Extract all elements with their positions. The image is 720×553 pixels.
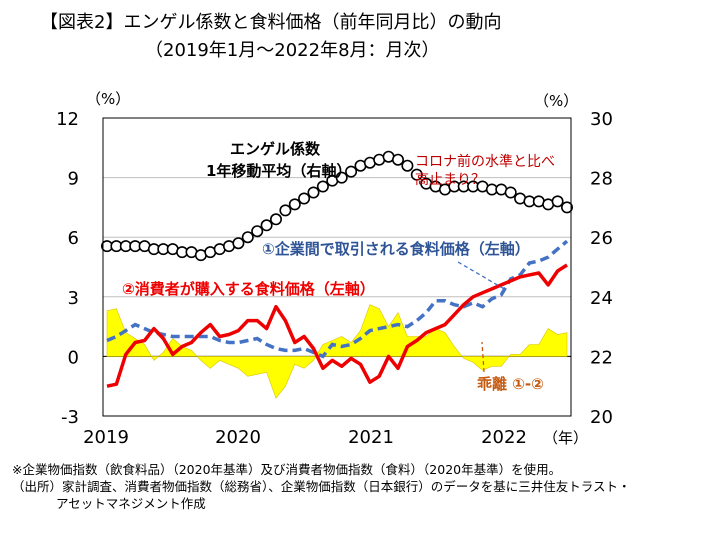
engel-point	[504, 186, 517, 199]
engel-point	[551, 195, 564, 208]
y-left-tick: 0	[68, 347, 79, 368]
y-left-tick: 3	[68, 288, 79, 309]
engel-point	[307, 186, 320, 199]
gap-area	[106, 304, 568, 399]
engel-point	[241, 231, 254, 244]
corona-annotation: 高止まり？	[415, 171, 485, 188]
engel-point	[345, 165, 358, 178]
chart-title: 【図表2】エンゲル係数と食料価格（前年同月比）の動向	[40, 12, 502, 33]
engel-point	[560, 201, 573, 214]
series-consumer-line	[106, 263, 568, 388]
plot-frame	[102, 117, 572, 417]
gap-leader	[481, 341, 485, 373]
y-left-tick: -3	[61, 407, 79, 428]
chart-subtitle: （2019年1月～2022年8月：月次）	[145, 40, 440, 61]
engel-point	[232, 237, 245, 250]
engel-point	[279, 204, 292, 217]
engel-point	[316, 180, 329, 193]
engel-point	[335, 171, 348, 184]
corona-annotation: コロナ前の水準と比べ	[415, 153, 555, 170]
y-right-tick: 20	[590, 407, 613, 428]
source-line: （出所）家計調査、消費者物価指数（総務省）、企業物価指数（日本銀行）のデータを基…	[12, 479, 631, 494]
x-tick: 2020	[215, 427, 261, 448]
y-right-tick: 24	[590, 288, 613, 309]
x-tick: 2019	[83, 427, 129, 448]
wholesale-leader	[457, 261, 507, 291]
engel-point	[298, 192, 311, 205]
engel-point	[401, 159, 414, 172]
engel-point	[410, 168, 423, 181]
y-left-tick: 6	[68, 228, 79, 249]
y-left-label: （%）	[86, 90, 130, 108]
series-wholesale-line	[106, 239, 569, 359]
engel-point	[260, 219, 273, 232]
y-right-label: （%）	[534, 92, 578, 110]
chart: 12 30 9 28 6 26 3 24 0 22 -3 20 （%） （%） 2019 2020 2021 20…	[56, 90, 613, 448]
y-right-tick: 28	[590, 169, 613, 190]
engel-point	[251, 225, 264, 238]
x-tick: 2021	[348, 427, 394, 448]
wholesale-annotation: ①企業間で取引される食料価格（左軸）	[262, 240, 530, 258]
y-left-tick: 9	[68, 169, 79, 190]
note-line: ※企業物価指数（飲食料品）（2020年基準）及び消費者物価指数（食料）（2020…	[12, 462, 562, 477]
notes: ※企業物価指数（飲食料品）（2020年基準）及び消費者物価指数（食料）（2020…	[12, 461, 631, 512]
y-left-tick: 12	[56, 109, 79, 130]
engel-point	[288, 198, 301, 211]
engel-annotation: 1年移動平均（右軸）	[206, 162, 351, 180]
y-right-tick: 26	[590, 228, 613, 249]
consumer-annotation: ②消費者が購入する食料価格（左軸）	[122, 280, 375, 298]
engel-point	[391, 153, 404, 166]
engel-point	[269, 213, 282, 226]
y-right-tick: 30	[590, 109, 613, 130]
engel-annotation: エンゲル係数	[230, 140, 321, 158]
source-line-continued: アセットマネジメント作成	[56, 496, 206, 511]
gap-annotation: 乖離 ①-②	[477, 375, 544, 393]
x-tick: 2022	[481, 427, 527, 448]
x-unit: （年）	[543, 429, 588, 447]
y-right-tick: 22	[590, 347, 613, 368]
